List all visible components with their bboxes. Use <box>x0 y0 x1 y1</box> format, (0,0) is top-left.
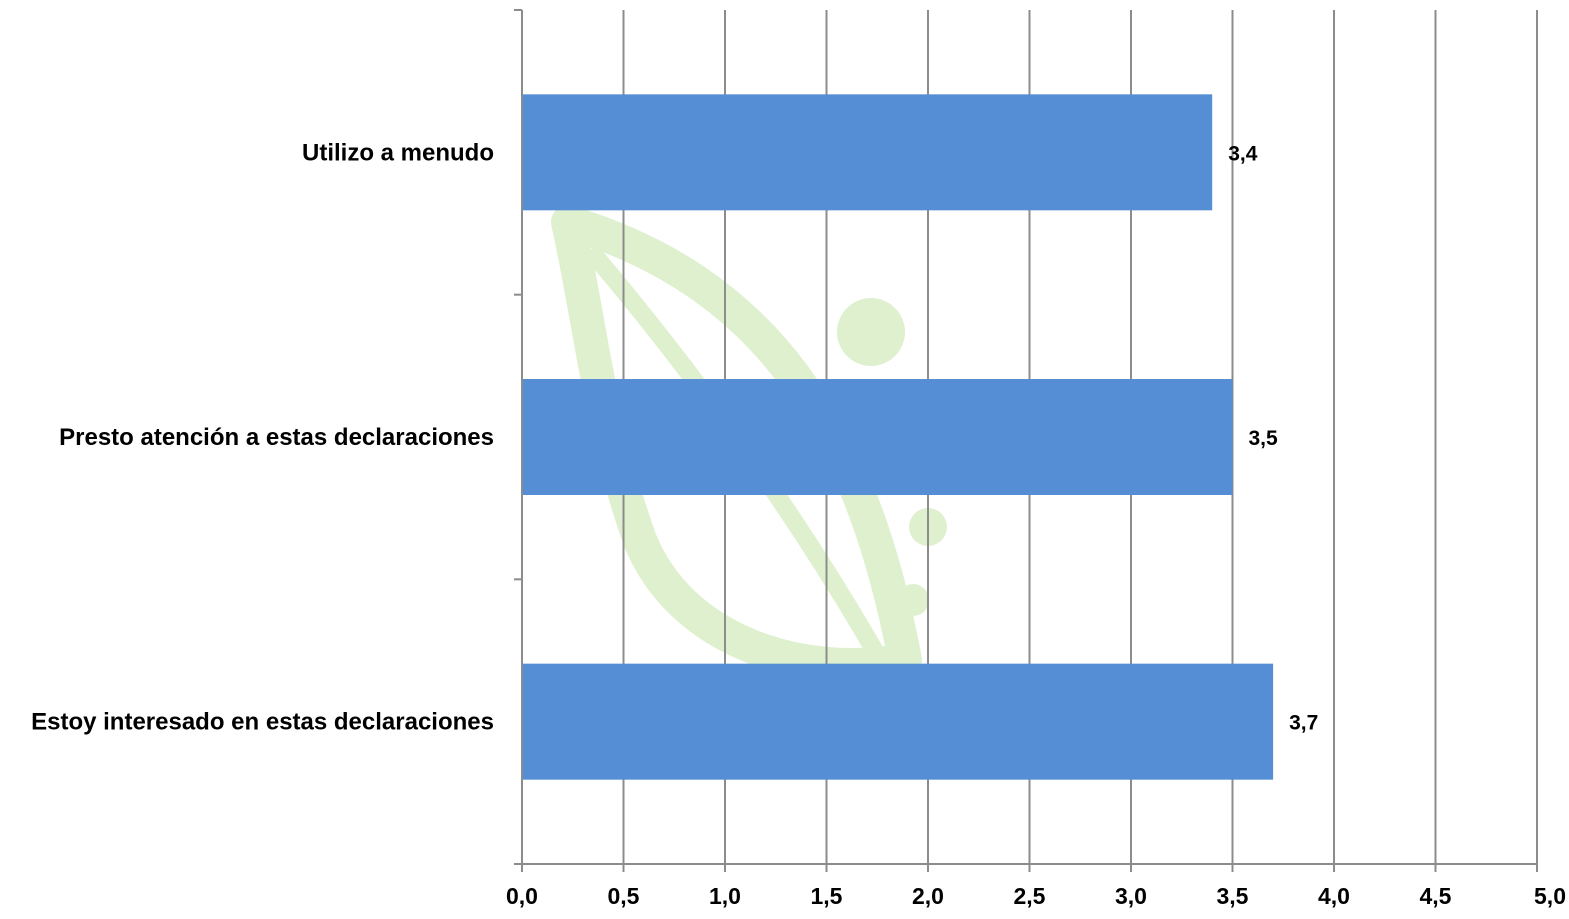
x-tick-label: 1,5 <box>811 883 843 909</box>
category-label: Estoy interesado en estas declaraciones <box>31 709 494 736</box>
x-tick-label: 5,0 <box>1534 883 1566 909</box>
x-tick-label: 3,5 <box>1217 883 1249 909</box>
bar-data-labels: 3,4 3,5 3,7 <box>1228 142 1318 734</box>
x-tick-label: 2,0 <box>912 883 944 909</box>
watermark-dot-large <box>837 298 905 366</box>
data-label: 3,7 <box>1289 712 1318 735</box>
x-tick-label: 1,0 <box>709 883 741 909</box>
bar <box>522 379 1233 495</box>
x-tick-label: 4,0 <box>1318 883 1350 909</box>
bar <box>522 663 1274 780</box>
x-tick-label: 4,5 <box>1420 883 1452 909</box>
chart-bars <box>522 94 1274 780</box>
data-label: 3,4 <box>1228 142 1258 165</box>
category-label: Presto atención a estas declaraciones <box>59 424 494 451</box>
chart-axes <box>514 9 1538 872</box>
data-label: 3,5 <box>1249 427 1279 450</box>
x-tick-labels: 0,0 0,5 1,0 1,5 2,0 2,5 3,0 3,5 4,0 4,5 5,0 <box>506 883 1566 909</box>
watermark-dot-small <box>897 584 929 616</box>
category-label: Utilizo a menudo <box>302 139 494 166</box>
x-tick-label: 3,0 <box>1115 883 1147 909</box>
category-labels: Utilizo a menudo Presto atención a estas … <box>31 139 494 735</box>
x-tick-label: 0,5 <box>608 883 640 909</box>
x-tick-label: 2,5 <box>1014 883 1046 909</box>
x-tick-label: 0,0 <box>506 883 538 909</box>
bar <box>522 94 1213 211</box>
